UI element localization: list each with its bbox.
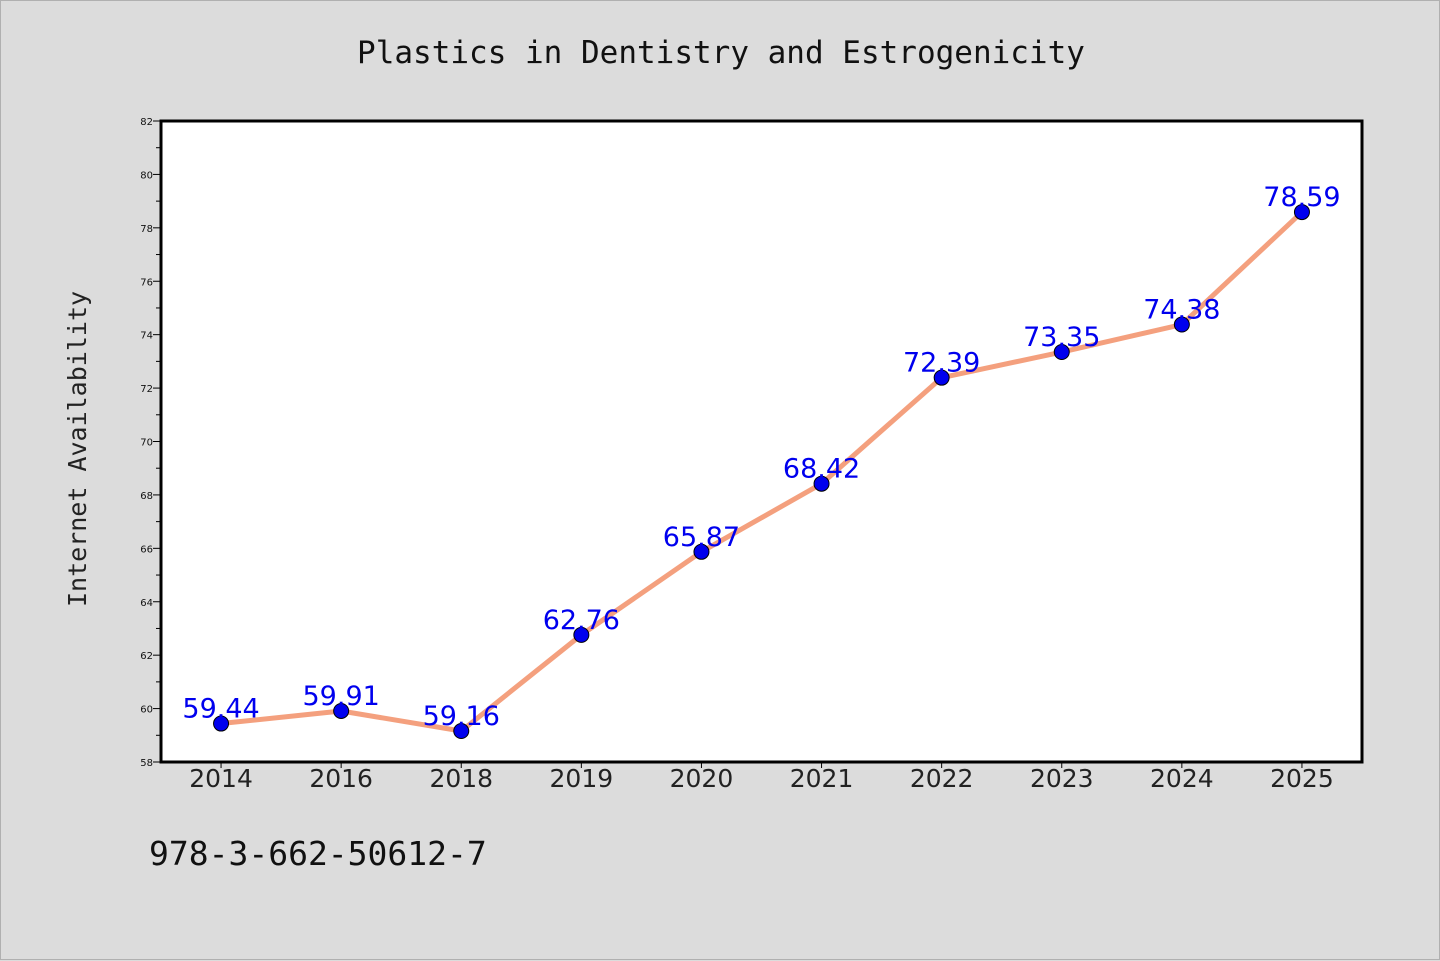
x-tick-label: 2022 xyxy=(910,764,974,793)
data-label: 74.38 xyxy=(1143,295,1220,326)
data-point xyxy=(573,626,590,643)
data-label: 65.87 xyxy=(663,522,740,553)
data-point xyxy=(693,543,710,560)
y-axis-label: Internet Availability xyxy=(63,291,92,607)
data-point xyxy=(813,475,830,492)
x-tick-label: 2025 xyxy=(1270,764,1334,793)
y-tick-label: 68 xyxy=(140,491,153,502)
y-tick-label: 60 xyxy=(140,705,153,716)
data-label: 73.35 xyxy=(1023,322,1100,353)
data-label: 59.16 xyxy=(423,701,500,732)
data-labels: 59.44 59.91 59.16 62.76 65.87 68.42 72.39 73.35… xyxy=(182,182,1340,732)
y-tick-label: 70 xyxy=(140,438,153,449)
x-tick-label: 2019 xyxy=(550,764,614,793)
data-label: 78.59 xyxy=(1263,182,1340,213)
data-point xyxy=(1173,316,1190,333)
y-tick-label: 72 xyxy=(140,384,153,395)
y-tick-label: 64 xyxy=(140,598,153,609)
data-point xyxy=(333,702,350,719)
x-tick-label: 2024 xyxy=(1150,764,1214,793)
x-tick-label: 2018 xyxy=(429,764,493,793)
y-tick-label: 80 xyxy=(140,170,153,181)
x-tick-label: 2014 xyxy=(189,764,253,793)
chart-title: Plastics in Dentistry and Estrogenicity xyxy=(357,35,1085,71)
y-tick-label: 66 xyxy=(140,544,153,555)
y-tick-label: 78 xyxy=(140,224,153,235)
data-point xyxy=(933,369,950,386)
y-tick-label: 58 xyxy=(140,758,153,769)
data-point xyxy=(213,715,230,732)
x-tick-label: 2020 xyxy=(670,764,734,793)
data-label: 68.42 xyxy=(783,454,860,485)
isbn-footer: 978-3-662-50612-7 xyxy=(149,834,487,873)
data-label: 59.91 xyxy=(303,681,380,712)
x-tick-label: 2021 xyxy=(790,764,854,793)
y-axis-ticks: 58 60 62 64 66 68 70 72 74 76 78 80 82 xyxy=(140,117,161,769)
y-tick-label: 62 xyxy=(140,651,153,662)
plot-area xyxy=(159,119,1364,764)
data-label: 59.44 xyxy=(182,694,259,725)
data-label: 72.39 xyxy=(903,348,980,379)
data-point xyxy=(453,723,470,740)
data-point xyxy=(1293,204,1310,221)
y-tick-label: 74 xyxy=(140,331,153,342)
y-tick-label: 76 xyxy=(140,277,153,288)
x-tick-label: 2016 xyxy=(309,764,373,793)
x-tick-label: 2023 xyxy=(1030,764,1094,793)
series-line xyxy=(220,210,1304,734)
data-point xyxy=(1053,344,1070,361)
data-label: 62.76 xyxy=(543,605,620,636)
x-axis-ticks: 2014 2016 2018 2019 2020 2021 2022 2023 2024 2025 xyxy=(189,762,1334,793)
y-tick-label: 82 xyxy=(140,117,153,128)
series-layer xyxy=(213,204,1310,740)
